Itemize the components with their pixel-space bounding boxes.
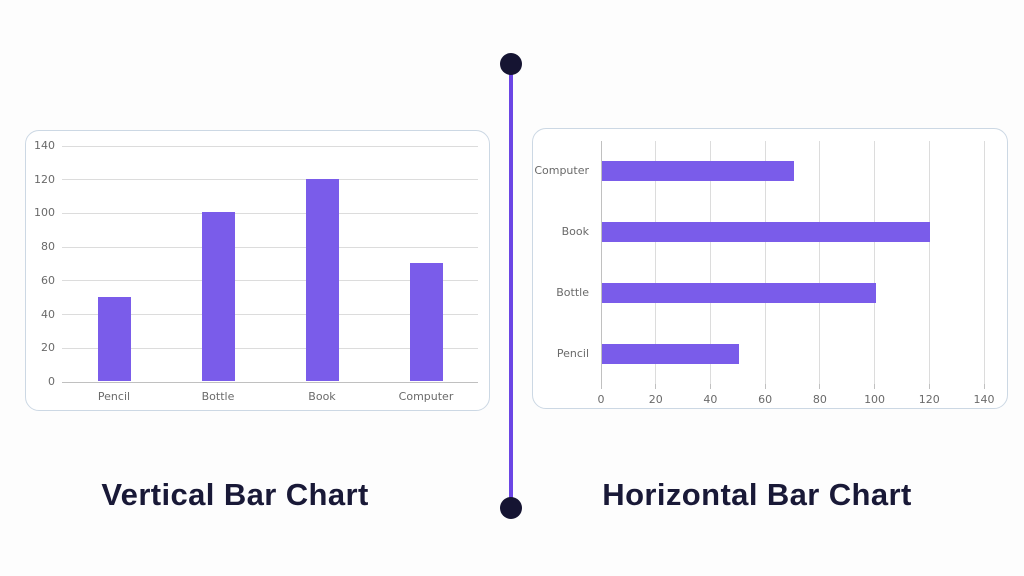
category-label-book: Book [561, 225, 589, 239]
x-axis-tick-label: 60 [758, 393, 773, 406]
bar-pencil [97, 296, 131, 381]
divider-bottom-dot [500, 497, 522, 519]
y-axis-line [600, 141, 602, 384]
bar-computer [602, 161, 794, 182]
x-axis-tick-label: 40 [703, 393, 718, 406]
horizontal-chart-title: Horizontal Bar Chart [602, 477, 912, 512]
gridline [62, 179, 478, 181]
gridline [819, 141, 821, 384]
y-axis-tick-label: 80 [41, 240, 55, 254]
category-label-bottle: Bottle [556, 285, 589, 299]
horizontal-bar-chart-plot: 0 20 40 60 80 100 120 140 Computer Book Bottle Penc… [534, 141, 995, 406]
axis-tick-mark [709, 384, 711, 389]
gridline [62, 347, 478, 349]
gridline [928, 141, 930, 384]
vertical-bar-chart-plot: 0 20 40 60 80 100 120 140 Pencil Bottle Book Comput… [34, 139, 478, 403]
x-axis-tick-label: 20 [648, 393, 663, 406]
x-axis-line [62, 381, 478, 383]
gridline [983, 141, 985, 384]
axis-tick-mark [874, 384, 876, 389]
axis-tick-mark [764, 384, 766, 389]
axis-tick-mark [983, 384, 985, 389]
x-axis-tick-label: 80 [812, 393, 827, 406]
y-axis-tick-label: 120 [34, 172, 55, 186]
bar-book [305, 178, 339, 381]
y-axis-tick-label: 100 [34, 206, 55, 220]
vertical-bar-chart-card: 0 20 40 60 80 100 120 140 Pencil Bottle Book Comput… [25, 130, 490, 411]
gridline [764, 141, 766, 384]
axis-tick-mark [928, 384, 930, 389]
gridline [874, 141, 876, 384]
y-axis-tick-label: 20 [41, 341, 55, 355]
category-label-computer: Computer [398, 390, 454, 403]
gridline [62, 212, 478, 214]
gridline [62, 314, 478, 316]
bar-book [602, 222, 931, 243]
category-label-pencil: Pencil [97, 390, 131, 403]
bar-bottle [602, 282, 876, 303]
y-axis-tick-label: 40 [41, 307, 55, 321]
divider-top-dot [500, 53, 522, 75]
gridline [709, 141, 711, 384]
gridline [62, 280, 478, 282]
gridline [655, 141, 657, 384]
x-axis-tick-label: 100 [864, 393, 886, 406]
gridline [62, 145, 478, 147]
axis-tick-mark [655, 384, 657, 389]
y-axis-tick-label: 0 [48, 375, 55, 388]
y-axis-tick-label: 60 [41, 273, 55, 287]
x-axis-tick-label: 140 [973, 393, 995, 406]
category-label-computer: Computer [534, 164, 589, 178]
category-label-bottle: Bottle [201, 390, 235, 403]
divider-line [509, 64, 513, 508]
bar-computer [409, 263, 443, 381]
bar-bottle [201, 212, 235, 381]
x-axis-tick-label: 0 [597, 393, 605, 406]
horizontal-bar-chart-card: 0 20 40 60 80 100 120 140 Computer Book Bottle Penc… [532, 128, 1008, 409]
category-label-pencil: Pencil [556, 346, 589, 360]
x-axis-tick-label: 120 [918, 393, 940, 406]
y-axis-tick-label: 140 [34, 139, 55, 152]
category-label-book: Book [308, 390, 336, 403]
axis-tick-mark [600, 384, 602, 389]
axis-tick-mark [819, 384, 821, 389]
gridline [62, 246, 478, 248]
vertical-chart-title: Vertical Bar Chart [101, 477, 369, 512]
bar-pencil [602, 343, 739, 364]
